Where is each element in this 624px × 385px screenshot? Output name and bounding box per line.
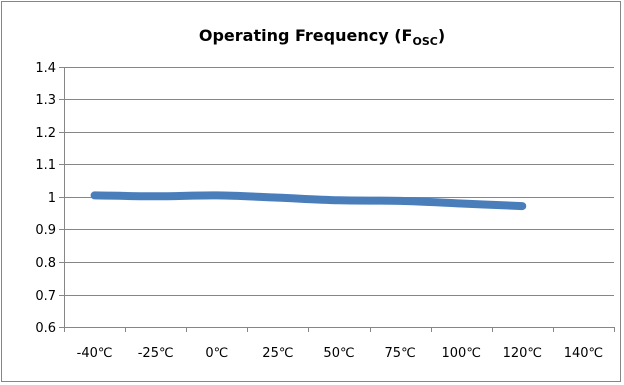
chart-title-subscript: OSC [412, 35, 437, 48]
x-tick-label: 100℃ [442, 346, 481, 361]
axes [59, 67, 615, 332]
gridlines [64, 67, 614, 296]
y-tick-label: 1.1 [35, 158, 56, 173]
chart-title: Operating Frequency (FOSC) [199, 26, 445, 48]
y-tick-label: 0.6 [35, 321, 56, 336]
series-line [90, 191, 527, 211]
x-tick-label: 50℃ [323, 346, 354, 361]
x-tick-label: 120℃ [503, 346, 542, 361]
y-tick-label: 1 [48, 191, 56, 206]
y-tick-label: 0.9 [35, 223, 56, 238]
x-tick-label: 140℃ [564, 346, 603, 361]
x-tick-label: 75℃ [385, 346, 416, 361]
chart-title-main: Operating Frequency (F [199, 26, 413, 45]
y-tick-labels: 0.6 0.7 0.8 0.9 1 1.1 1.2 1.3 1.4 [35, 61, 56, 336]
y-tick-label: 0.8 [35, 256, 56, 271]
x-tick-label: -40℃ [77, 346, 113, 361]
chart-title-close: ) [438, 26, 445, 45]
series-layer [90, 191, 527, 211]
x-tick-label: 25℃ [262, 346, 293, 361]
y-tick-label: 1.2 [35, 126, 56, 141]
x-tick-label: 0℃ [205, 346, 228, 361]
x-tick-label: -25℃ [138, 346, 174, 361]
y-tick-label: 1.4 [35, 61, 56, 76]
y-tick-label: 0.7 [35, 289, 56, 304]
x-tick-labels: -40℃ -25℃ 0℃ 25℃ 50℃ 75℃ 100℃ 120℃ 140℃ [77, 346, 604, 361]
y-tick-label: 1.3 [35, 93, 56, 108]
